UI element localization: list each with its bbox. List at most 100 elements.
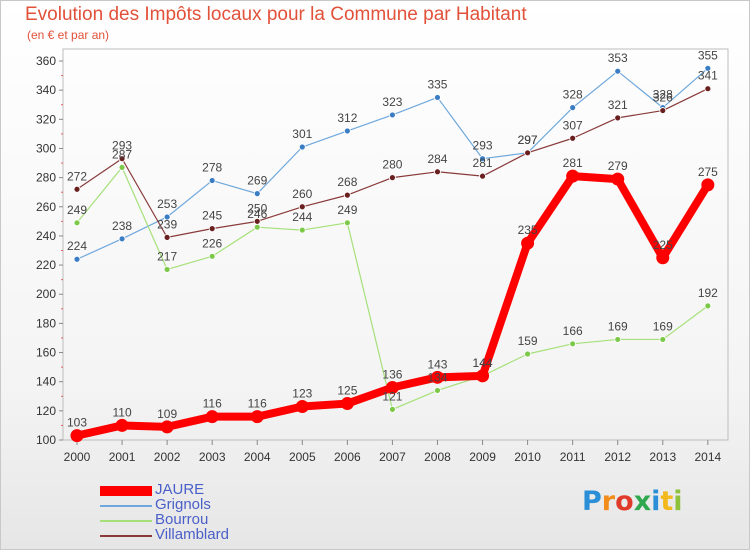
data-label: 268 [337,175,357,189]
data-point [524,149,531,157]
data-label: 169 [608,319,628,333]
x-tick-label: 2001 [109,450,136,464]
data-point [115,418,129,432]
data-point [118,155,126,163]
data-label: 169 [653,319,673,333]
data-point [343,219,351,227]
legend-label: JAURE [155,481,205,498]
data-label: 278 [202,161,222,175]
y-tick-label: 360 [36,54,56,68]
data-label: 166 [563,324,583,338]
data-point [656,251,670,265]
data-label: 284 [427,152,447,166]
data-point [434,387,441,394]
data-point [434,94,441,101]
chart-subtitle: (en € et par an) [27,28,110,42]
legend-label: Bourrou [155,511,209,528]
data-label: 144 [473,356,493,370]
data-point [659,107,667,114]
proxiti-logo: Proxiti [582,486,683,517]
data-point [205,410,219,424]
data-point [479,172,486,180]
data-point [704,64,712,72]
data-label: 123 [292,386,312,400]
data-point [163,233,171,241]
data-point [659,336,667,343]
data-point [614,114,622,122]
data-point [343,127,351,135]
data-label: 297 [518,133,538,147]
data-point [614,67,622,75]
data-point [389,174,396,182]
data-label: 287 [112,147,132,161]
x-tick-label: 2003 [199,450,226,464]
data-point [163,266,171,273]
data-point [250,410,264,424]
data-label: 245 [202,209,222,223]
data-label: 335 [427,77,447,91]
y-tick-label: 240 [36,229,56,243]
labels-grignols: 224 238 253 278 269 301 312 323 335 293 297 328 353 3… [67,48,718,253]
legend-label: Villamblard [155,526,229,543]
data-label: 323 [382,95,402,109]
legend-swatch [100,486,152,496]
logo-letter: r [601,486,616,517]
data-label: 192 [698,286,718,300]
x-tick-label: 2000 [64,450,91,464]
data-label: 301 [292,127,312,141]
data-label: 250 [247,201,267,215]
data-label: 110 [112,405,131,419]
data-point [298,226,306,234]
labels-villamblard: 272 293 239 245 250 260 268 280 284 281 297 307 321 3… [67,69,718,232]
x-tick-label: 2006 [334,450,361,464]
data-point [163,213,171,221]
data-label: 103 [67,416,87,430]
data-label: 297 [518,133,538,147]
series-jaure [70,169,715,443]
data-label: 280 [382,158,402,172]
line-chart: 100 120 140 160 180 200 220 240 260 280 300 320 340 3… [36,48,729,464]
data-point [569,104,577,112]
x-tick-label: 2007 [379,450,406,464]
y-tick-label: 300 [36,141,56,155]
data-label: 269 [247,174,267,188]
data-point [389,111,396,119]
y-tick-label: 280 [36,171,56,185]
y-tick-label: 140 [36,375,56,389]
logo-letter: o [615,486,634,517]
y-tick-label: 180 [36,316,56,330]
x-tick-label: 2004 [244,450,271,464]
data-label: 353 [608,51,628,65]
data-label: 272 [67,169,87,183]
legend-swatch [100,520,152,522]
data-point [430,370,444,384]
data-point [434,168,441,176]
x-tick-label: 2013 [649,450,676,464]
logo-letter: i [673,486,683,517]
logo-letter: i [651,486,661,517]
legend-swatch [100,505,152,507]
data-label: 281 [563,156,583,170]
data-label: 355 [698,48,718,62]
data-label: 321 [608,98,628,112]
data-label: 134 [427,370,447,384]
data-label: 293 [473,139,493,153]
data-label: 224 [67,239,87,253]
data-point [298,203,306,211]
y-tick-label: 260 [36,200,56,214]
y-tick-label: 220 [36,258,56,272]
logo-letter: t [660,486,674,517]
data-point [298,143,306,151]
data-label: 109 [157,407,177,421]
data-label: 244 [292,210,312,224]
data-label: 217 [157,249,177,263]
series-bourrou [73,164,712,413]
data-label: 246 [247,207,267,221]
data-label: 293 [112,139,132,153]
y-tick-label: 100 [36,433,56,447]
data-point [521,236,535,250]
data-label: 253 [157,197,177,211]
data-point [253,223,261,231]
data-point [73,219,81,227]
logo-letter: P [582,486,602,517]
